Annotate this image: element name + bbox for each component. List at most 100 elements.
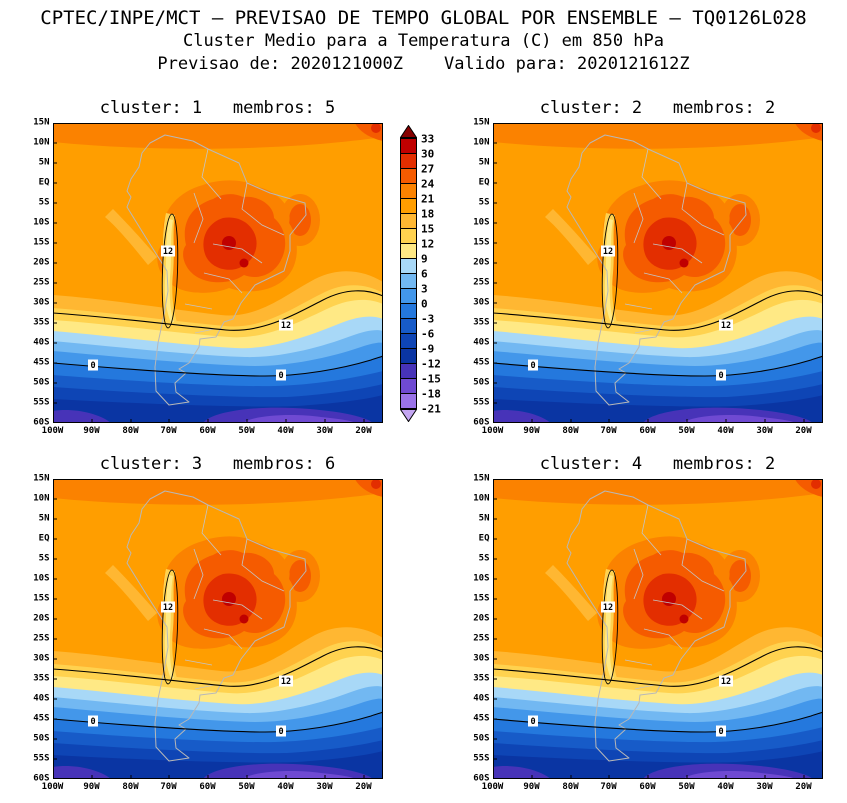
lat-tick-label: 5N [38,513,50,524]
lat-tick-label: 50S [33,733,50,744]
lon-tick-label: 100W [41,426,64,436]
colorbar-swatches [400,125,417,422]
lat-tick-label: 50S [33,377,50,388]
lat-tick-label: 5S [38,197,50,208]
colorbar-band [401,319,416,334]
lat-tick-label: 10S [473,573,490,584]
lon-tick-label: 70W [160,782,177,792]
lon-tick-label: 20W [355,426,372,436]
colorbar-tick-label: 30 [421,147,435,161]
header-line-2: Cluster Medio para a Temperatura (C) em … [182,31,665,51]
lat-tick-label: 20S [33,257,50,268]
lat-tick-label: 15S [473,237,490,248]
colorbar-tick-label: -9 [421,342,435,356]
lon-tick-label: 20W [795,426,812,436]
colorbar-arrow-up-icon [400,125,417,138]
lat-tick-label: 5S [478,553,490,564]
colorbar-column: 33 30 27 24 21 18 15 12 9 6 3 0 -3 -6 -9 -12 -15 -18 -21 [387,98,461,438]
lat-tick-label: 5S [478,197,490,208]
lat-tick-label: 10S [33,573,50,584]
colorbar-band [401,274,416,289]
lon-tick-label: 80W [122,782,139,792]
lon-tick-label: 90W [523,782,540,792]
header-line-3: Previsao de: 2020121000Z Valido para: 20… [157,54,690,74]
lat-tick-label: 50S [473,377,490,388]
lon-tick-label: 80W [562,782,579,792]
colorbar-arrow-down-icon [400,409,417,422]
lat-tick-label: 35S [33,317,50,328]
colorbar-bands [400,138,417,409]
colorbar-tick-label: 0 [421,297,428,311]
lat-tick-label: 60S [473,773,490,784]
colorbar-band [401,154,416,169]
lat-tick-label: 25S [33,277,50,288]
colorbar-band [401,139,416,154]
lat-tick-label: 5S [38,553,50,564]
lat-tick-label: 5N [38,157,50,168]
header-line-1: CPTEC/INPE/MCT — PREVISAO DE TEMPO GLOBA… [40,7,807,29]
lat-tick-label: 25S [473,633,490,644]
lon-axis-labels: 100W 90W 80W 70W 60W 50W 40W 30W 20W [42,425,383,438]
lon-tick-label: 90W [83,782,100,792]
lat-tick-label: 45S [473,357,490,368]
lat-tick-label: EQ [478,533,490,544]
colorbar-band [401,214,416,229]
colorbar-tick-label: 21 [421,192,435,206]
lat-tick-label: 15N [33,473,50,484]
colorbar-tick-label: 6 [421,267,428,281]
colorbar-band [401,229,416,244]
lon-tick-label: 20W [795,782,812,792]
lat-tick-label: 25S [473,277,490,288]
cluster-panel-1: cluster: 1 membros: 5 15N 10N 5N EQ 5S 10S 15S… [21,98,387,438]
lat-tick-label: 50S [473,733,490,744]
lat-tick-label: 55S [33,753,50,764]
lat-tick-label: 25S [33,633,50,644]
lat-tick-label: 10N [33,137,50,148]
lat-tick-label: 15S [33,237,50,248]
lon-axis-labels: 100W 90W 80W 70W 60W 50W 40W 30W 20W [482,781,823,794]
lat-axis-labels: 15N 10N 5N EQ 5S 10S 15S 20S 25S 30S 35S 40S 45S 50S 5… [21,474,53,783]
colorbar-band [401,169,416,184]
lat-tick-label: 10N [33,493,50,504]
colorbar-band [401,334,416,349]
lat-tick-label: 55S [473,753,490,764]
lat-tick-label: 20S [473,257,490,268]
lon-tick-label: 30W [316,782,333,792]
lon-tick-label: 50W [238,782,255,792]
colorbar-band [401,349,416,364]
lat-tick-label: 35S [33,673,50,684]
lon-tick-label: 30W [756,426,773,436]
lon-tick-label: 30W [756,782,773,792]
lon-tick-label: 20W [355,782,372,792]
colorbar-band [401,199,416,214]
lat-tick-label: 5N [478,513,490,524]
lon-tick-label: 50W [678,782,695,792]
panel-title-4: cluster: 4 membros: 2 [539,454,776,474]
cluster-panel-3: cluster: 3 membros: 6 15N 10N 5N EQ 5S 10S 15S… [21,454,387,794]
colorbar-band [401,394,416,408]
cluster-figure-grid: cluster: 1 membros: 5 15N 10N 5N EQ 5S 10S 15S… [0,98,847,794]
lon-tick-label: 80W [122,426,139,436]
cluster-panel-4: cluster: 4 membros: 2 15N 10N 5N EQ 5S 10S 15S… [461,454,827,794]
lat-tick-label: EQ [38,177,50,188]
lat-tick-label: 55S [33,397,50,408]
lat-tick-label: 30S [33,297,50,308]
lat-tick-label: 10S [33,217,50,228]
figure-header: CPTEC/INPE/MCT — PREVISAO DE TEMPO GLOBA… [0,0,847,76]
colorbar-band [401,379,416,394]
lon-tick-label: 60W [639,782,656,792]
colorbar-band [401,364,416,379]
lon-tick-label: 100W [41,782,64,792]
lon-tick-label: 40W [717,426,734,436]
colorbar-tick-label: 18 [421,207,435,221]
colorbar-tick-label: -3 [421,312,435,326]
lat-tick-label: 40S [473,693,490,704]
panel-title-2: cluster: 2 membros: 2 [539,98,776,118]
lat-tick-label: 20S [473,613,490,624]
lat-tick-label: 45S [473,713,490,724]
lat-tick-label: 15S [33,593,50,604]
colorbar-tick-label: 33 [421,132,435,146]
colorbar-labels: 33 30 27 24 21 18 15 12 9 6 3 0 -3 -6 -9 -12 -15 -18 -21 [417,125,447,422]
colorbar-tick-label: 15 [421,222,435,236]
lon-tick-label: 100W [481,426,504,436]
